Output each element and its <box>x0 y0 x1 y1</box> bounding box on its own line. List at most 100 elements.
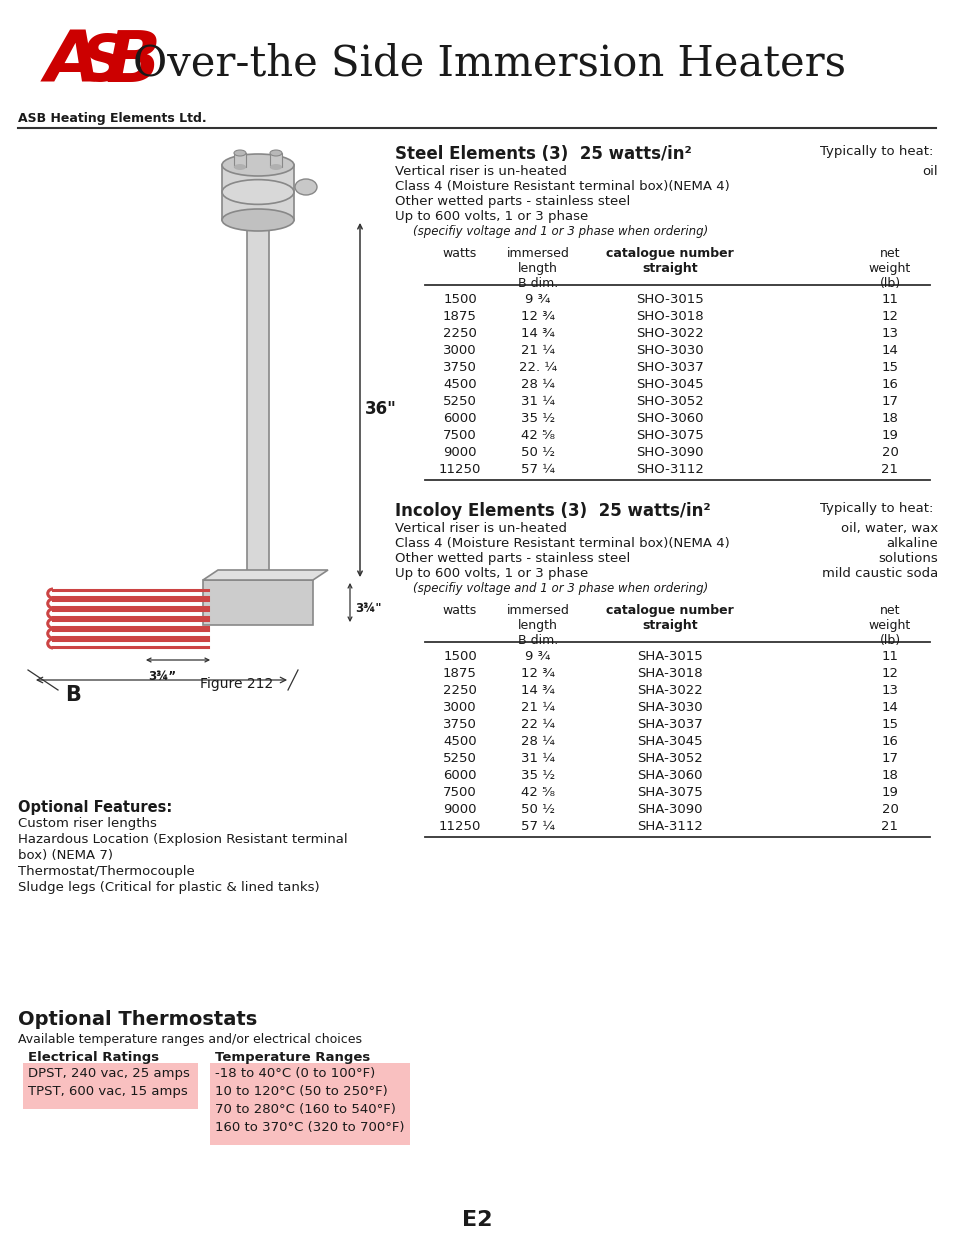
Text: 4500: 4500 <box>443 735 476 748</box>
Text: 1875: 1875 <box>442 310 476 324</box>
Text: Class 4 (Moisture Resistant terminal box)(NEMA 4): Class 4 (Moisture Resistant terminal box… <box>395 180 729 193</box>
Text: 22. ¼: 22. ¼ <box>518 361 557 374</box>
Text: 17: 17 <box>881 395 898 408</box>
Text: 22 ¼: 22 ¼ <box>520 718 555 731</box>
Text: 16: 16 <box>881 378 898 391</box>
Text: Up to 600 volts, 1 or 3 phase: Up to 600 volts, 1 or 3 phase <box>395 210 588 224</box>
Text: net
weight
(lb): net weight (lb) <box>868 247 910 290</box>
Text: 5250: 5250 <box>442 752 476 764</box>
Text: 18: 18 <box>881 412 898 425</box>
Text: Vertical riser is un-heated: Vertical riser is un-heated <box>395 165 566 178</box>
Text: 31 ¼: 31 ¼ <box>520 752 555 764</box>
Text: oil, water, wax: oil, water, wax <box>840 522 937 535</box>
Text: 1875: 1875 <box>442 667 476 680</box>
Text: SHA-3030: SHA-3030 <box>637 701 702 714</box>
Bar <box>247 220 269 580</box>
Ellipse shape <box>233 149 246 156</box>
Text: 20: 20 <box>881 803 898 816</box>
Text: 35 ½: 35 ½ <box>520 769 555 782</box>
Text: (specifiy voltage and 1 or 3 phase when ordering): (specifiy voltage and 1 or 3 phase when … <box>413 582 707 595</box>
Ellipse shape <box>233 164 246 170</box>
Text: 5250: 5250 <box>442 395 476 408</box>
Text: 3¾”: 3¾” <box>148 671 176 683</box>
Ellipse shape <box>222 154 294 177</box>
Text: E2: E2 <box>461 1210 492 1230</box>
Text: Vertical riser is un-heated: Vertical riser is un-heated <box>395 522 566 535</box>
Text: 14 ¾: 14 ¾ <box>520 327 555 340</box>
Text: catalogue number
straight: catalogue number straight <box>605 247 733 275</box>
Text: solutions: solutions <box>878 552 937 564</box>
Text: SHO-3037: SHO-3037 <box>636 361 703 374</box>
Text: SHA-3015: SHA-3015 <box>637 650 702 663</box>
Text: 7500: 7500 <box>442 429 476 442</box>
Text: Electrical Ratings: Electrical Ratings <box>28 1051 159 1065</box>
Text: ASB Heating Elements Ltd.: ASB Heating Elements Ltd. <box>18 112 207 125</box>
Text: alkaline: alkaline <box>885 537 937 550</box>
Text: 16: 16 <box>881 735 898 748</box>
Text: 13: 13 <box>881 684 898 697</box>
Text: B: B <box>65 685 81 705</box>
Text: Available temperature ranges and/or electrical choices: Available temperature ranges and/or elec… <box>18 1032 361 1046</box>
Text: watts: watts <box>442 604 476 618</box>
Text: Incoloy Elements (3)  25 watts/in²: Incoloy Elements (3) 25 watts/in² <box>395 501 710 520</box>
Bar <box>233 153 246 167</box>
Ellipse shape <box>294 179 316 195</box>
Text: 21: 21 <box>881 463 898 475</box>
Text: 11: 11 <box>881 293 898 306</box>
Text: SHA-3060: SHA-3060 <box>637 769 702 782</box>
Text: 57 ¼: 57 ¼ <box>520 820 555 832</box>
Text: 1500: 1500 <box>442 650 476 663</box>
Text: SHO-3015: SHO-3015 <box>636 293 703 306</box>
Text: Optional Features:: Optional Features: <box>18 800 172 815</box>
Text: Hazardous Location (Explosion Resistant terminal: Hazardous Location (Explosion Resistant … <box>18 832 347 846</box>
Text: S: S <box>80 32 126 94</box>
Ellipse shape <box>270 164 282 170</box>
Text: Thermostat/Thermocouple: Thermostat/Thermocouple <box>18 864 194 878</box>
Text: Typically to heat:: Typically to heat: <box>820 501 932 515</box>
Text: 17: 17 <box>881 752 898 764</box>
Text: 21 ¼: 21 ¼ <box>520 345 555 357</box>
Text: SHO-3060: SHO-3060 <box>636 412 703 425</box>
Text: Over-the Side Immersion Heaters: Over-the Side Immersion Heaters <box>133 42 845 84</box>
Text: 4500: 4500 <box>443 378 476 391</box>
Text: 42 ⁵⁄₈: 42 ⁵⁄₈ <box>520 785 555 799</box>
Text: Temperature Ranges: Temperature Ranges <box>214 1051 370 1065</box>
Text: 2250: 2250 <box>442 684 476 697</box>
Text: 28 ¼: 28 ¼ <box>520 735 555 748</box>
Text: 57 ¼: 57 ¼ <box>520 463 555 475</box>
Bar <box>210 1063 410 1145</box>
Text: 1500: 1500 <box>442 293 476 306</box>
Text: 9 ¾: 9 ¾ <box>525 293 550 306</box>
Text: 42 ⁵⁄₈: 42 ⁵⁄₈ <box>520 429 555 442</box>
Text: SHA-3112: SHA-3112 <box>637 820 702 832</box>
Text: Custom riser lengths: Custom riser lengths <box>18 818 156 830</box>
Text: 6000: 6000 <box>443 769 476 782</box>
Text: immersed
length
B dim.: immersed length B dim. <box>506 604 569 647</box>
Text: Other wetted parts - stainless steel: Other wetted parts - stainless steel <box>395 552 630 564</box>
Bar <box>23 1063 198 1109</box>
Text: 3¾": 3¾" <box>355 601 381 615</box>
Text: SHO-3052: SHO-3052 <box>636 395 703 408</box>
Bar <box>203 580 313 625</box>
Text: SHO-3022: SHO-3022 <box>636 327 703 340</box>
Text: SHO-3112: SHO-3112 <box>636 463 703 475</box>
Text: 9000: 9000 <box>443 446 476 459</box>
Text: 15: 15 <box>881 361 898 374</box>
Text: 35 ½: 35 ½ <box>520 412 555 425</box>
Text: SHO-3075: SHO-3075 <box>636 429 703 442</box>
Text: 160 to 370°C (320 to 700°F): 160 to 370°C (320 to 700°F) <box>214 1121 404 1134</box>
Text: 21 ¼: 21 ¼ <box>520 701 555 714</box>
Bar <box>270 153 282 167</box>
Text: Sludge legs (Critical for plastic & lined tanks): Sludge legs (Critical for plastic & line… <box>18 881 319 894</box>
Text: 20: 20 <box>881 446 898 459</box>
Text: 15: 15 <box>881 718 898 731</box>
Text: SHA-3045: SHA-3045 <box>637 735 702 748</box>
Text: 13: 13 <box>881 327 898 340</box>
Text: DPST, 240 vac, 25 amps: DPST, 240 vac, 25 amps <box>28 1067 190 1079</box>
Text: 11: 11 <box>881 650 898 663</box>
Text: Steel Elements (3)  25 watts/in²: Steel Elements (3) 25 watts/in² <box>395 144 691 163</box>
Text: Typically to heat:: Typically to heat: <box>820 144 932 158</box>
Text: watts: watts <box>442 247 476 261</box>
Text: 21: 21 <box>881 820 898 832</box>
Text: SHA-3075: SHA-3075 <box>637 785 702 799</box>
